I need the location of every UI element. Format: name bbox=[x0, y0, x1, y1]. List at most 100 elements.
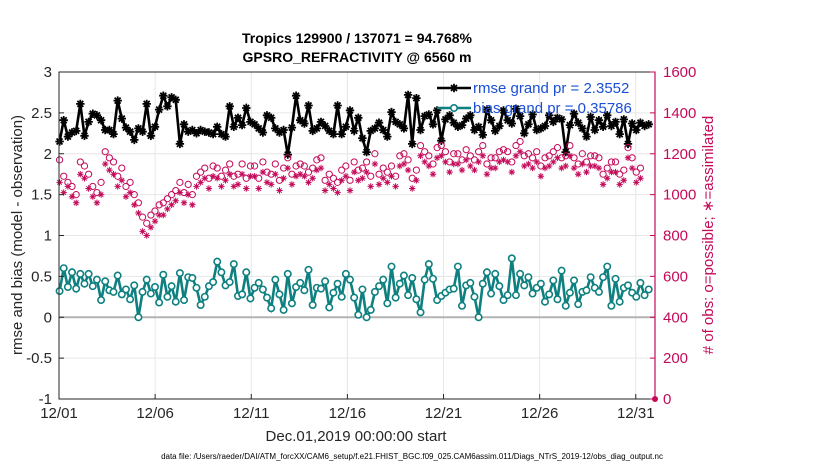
bias-point bbox=[113, 271, 122, 280]
assimilated-obs-point bbox=[608, 168, 615, 176]
assimilated-obs-point bbox=[421, 158, 428, 166]
rmse-point bbox=[520, 129, 529, 138]
possible-obs-point bbox=[167, 191, 176, 199]
possible-obs-point bbox=[288, 170, 296, 178]
y-tick-label: 0.5 bbox=[31, 268, 52, 285]
rmse-point bbox=[246, 117, 255, 127]
bias-point bbox=[424, 260, 433, 269]
rmse-point bbox=[399, 124, 409, 133]
assimilated-obs-point bbox=[309, 175, 316, 182]
rmse-point bbox=[557, 115, 566, 124]
bias-point bbox=[379, 275, 388, 284]
bias-point bbox=[428, 274, 437, 283]
rmse-point bbox=[387, 107, 396, 117]
bias-point bbox=[607, 301, 616, 310]
bias-point bbox=[412, 295, 421, 304]
rmse-point bbox=[146, 131, 156, 140]
possible-obs-point bbox=[118, 164, 126, 172]
assimilated-obs-point bbox=[492, 164, 499, 172]
assimilated-obs-point bbox=[97, 191, 105, 198]
rmse-point bbox=[536, 124, 546, 133]
assimilated-obs-point bbox=[139, 228, 146, 235]
bias-point bbox=[283, 269, 292, 278]
y-tick-label: 1.5 bbox=[31, 187, 52, 204]
rmse-point bbox=[159, 91, 168, 100]
assimilated-obs-point bbox=[81, 175, 88, 182]
assimilated-obs-point bbox=[164, 205, 171, 213]
assimilated-obs-point bbox=[131, 201, 138, 208]
y-tick-label: 2 bbox=[44, 146, 52, 163]
assimilated-obs-point bbox=[554, 154, 561, 161]
rmse-point bbox=[138, 127, 147, 136]
bias-point bbox=[599, 273, 608, 282]
rmse-point bbox=[478, 130, 487, 140]
rmse-point bbox=[229, 122, 238, 131]
possible-obs-point bbox=[421, 148, 429, 156]
x-tick-label: 12/21 bbox=[425, 405, 463, 422]
bias-point bbox=[416, 308, 425, 317]
legend: rmse grand pr = 2.3552 bias grand pr = 0.… bbox=[437, 80, 632, 117]
rmse-point bbox=[391, 117, 400, 127]
bias-point bbox=[632, 292, 641, 301]
rmse-point bbox=[84, 117, 93, 127]
bias-point bbox=[553, 295, 562, 304]
possible-obs-point bbox=[60, 172, 68, 180]
possible-obs-point bbox=[566, 141, 574, 150]
assimilated-obs-point bbox=[122, 193, 130, 200]
rmse-point bbox=[408, 139, 417, 149]
rmse-point bbox=[495, 121, 504, 131]
rmse-point bbox=[565, 120, 575, 130]
assimilated-obs-point bbox=[292, 173, 300, 180]
rmse-point bbox=[312, 124, 321, 133]
assimilated-obs-point bbox=[338, 177, 345, 184]
possible-obs-point bbox=[387, 162, 396, 170]
assimilated-obs-point bbox=[68, 193, 76, 200]
possible-obs-point bbox=[321, 176, 329, 184]
bias-point bbox=[557, 266, 566, 275]
possible-obs-point bbox=[213, 164, 221, 172]
rmse-point bbox=[67, 128, 77, 137]
possible-obs-point bbox=[201, 164, 209, 172]
possible-obs-point bbox=[582, 158, 591, 166]
assimilated-obs-point bbox=[160, 211, 167, 219]
possible-obs-point bbox=[611, 158, 620, 166]
rmse-point bbox=[611, 117, 620, 127]
assimilated-obs-point bbox=[566, 152, 574, 159]
rmse-point bbox=[420, 111, 429, 121]
rmse-point bbox=[412, 94, 421, 103]
assimilated-obs-point bbox=[637, 175, 644, 182]
possible-obs-point bbox=[76, 158, 84, 166]
assimilated-obs-point bbox=[384, 179, 391, 186]
rmse-point bbox=[304, 101, 313, 110]
bias-point bbox=[636, 278, 645, 287]
bias-point bbox=[304, 265, 313, 274]
assimilated-obs-point bbox=[222, 177, 229, 184]
possible-obs-point bbox=[362, 158, 371, 166]
bias-point bbox=[196, 300, 205, 309]
possible-obs-point bbox=[151, 207, 159, 215]
possible-obs-point bbox=[632, 168, 640, 176]
assimilated-obs-point bbox=[438, 152, 445, 159]
rmse-point bbox=[582, 132, 591, 141]
rmse-point bbox=[561, 147, 570, 157]
assimilated-obs-point bbox=[413, 177, 420, 184]
possible-obs-point bbox=[325, 170, 333, 178]
y-right-tick-label: 800 bbox=[663, 228, 688, 245]
possible-obs-point bbox=[616, 170, 624, 178]
bias-point bbox=[117, 290, 126, 299]
bias-point bbox=[59, 264, 68, 273]
bias-point bbox=[337, 292, 346, 301]
bias-point bbox=[76, 269, 85, 278]
assimilated-obs-point bbox=[442, 158, 449, 166]
bias-point bbox=[171, 297, 180, 306]
assimilated-obs-point bbox=[516, 148, 524, 155]
possible-obs-point bbox=[487, 154, 495, 162]
possible-obs-point bbox=[375, 170, 383, 178]
assimilated-obs-point bbox=[93, 199, 101, 206]
bias-point bbox=[511, 291, 520, 300]
y-right-tick-label: 0 bbox=[663, 391, 671, 408]
possible-obs-point bbox=[524, 150, 533, 158]
assimilated-obs-point bbox=[367, 183, 374, 190]
assimilated-obs-point bbox=[346, 187, 354, 194]
possible-obs-point bbox=[433, 144, 441, 152]
